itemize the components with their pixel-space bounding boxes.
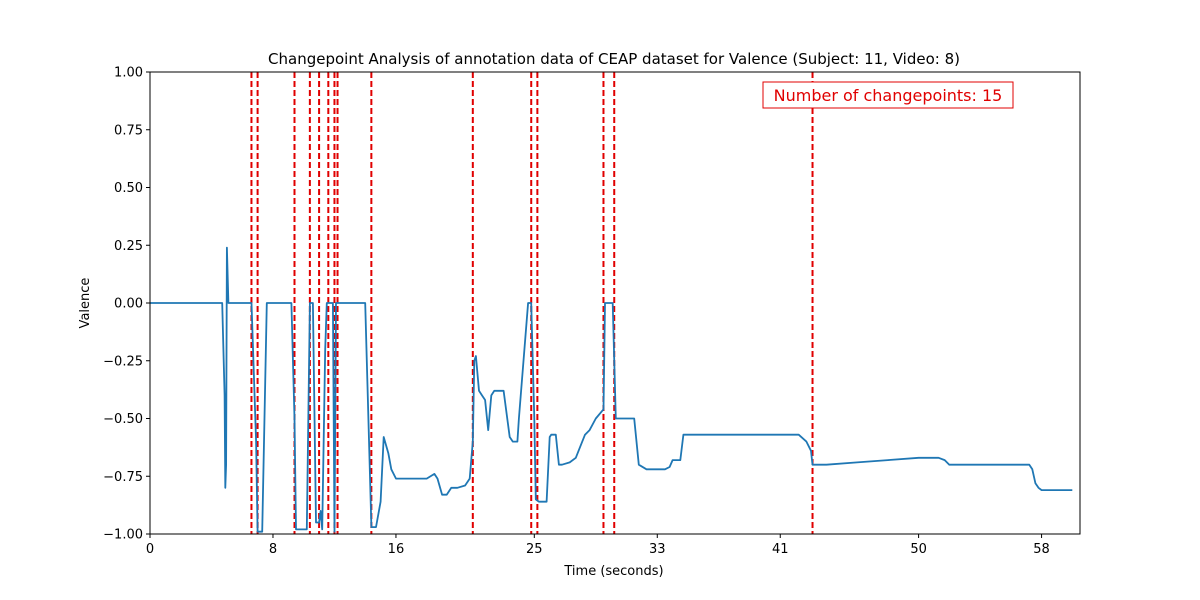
axes-layer: 0 8 16 25 33 41 50 58 −1.00 −0.75 −0.50 −0.25 0.00 0.…: [103, 66, 1081, 557]
y-axis-label: Valence: [78, 278, 93, 329]
x-tick-label: 0: [146, 542, 154, 557]
y-tick-label: 0.25: [114, 239, 143, 254]
changepoint-count-annotation: Number of changepoints: 15: [762, 81, 1014, 109]
x-tick-label: 58: [1033, 542, 1050, 557]
x-tick-label: 8: [269, 542, 277, 557]
y-tick-label: 0.00: [114, 297, 143, 312]
y-tick-label: 0.75: [114, 123, 143, 138]
annotation-box: [762, 81, 1014, 109]
y-tick-label: −0.75: [103, 470, 143, 485]
x-tick-label: 41: [772, 542, 789, 557]
x-tick-label: 25: [526, 542, 543, 557]
x-tick-label: 16: [388, 542, 405, 557]
y-tick-label: 0.50: [114, 181, 143, 196]
x-axis-label: Time (seconds): [563, 564, 663, 579]
y-tick-label: −0.25: [103, 354, 143, 369]
y-tick-label: 1.00: [114, 66, 143, 81]
y-tick-label: −1.00: [103, 528, 143, 543]
chart-title: Changepoint Analysis of annotation data …: [268, 50, 960, 68]
x-tick-label: 33: [649, 542, 666, 557]
x-tick-label: 50: [910, 542, 927, 557]
series-layer: [150, 246, 1073, 533]
annotation-text: Number of changepoints: 15: [774, 86, 1003, 105]
series-line-0: [150, 246, 1073, 533]
y-tick-label: −0.50: [103, 412, 143, 427]
